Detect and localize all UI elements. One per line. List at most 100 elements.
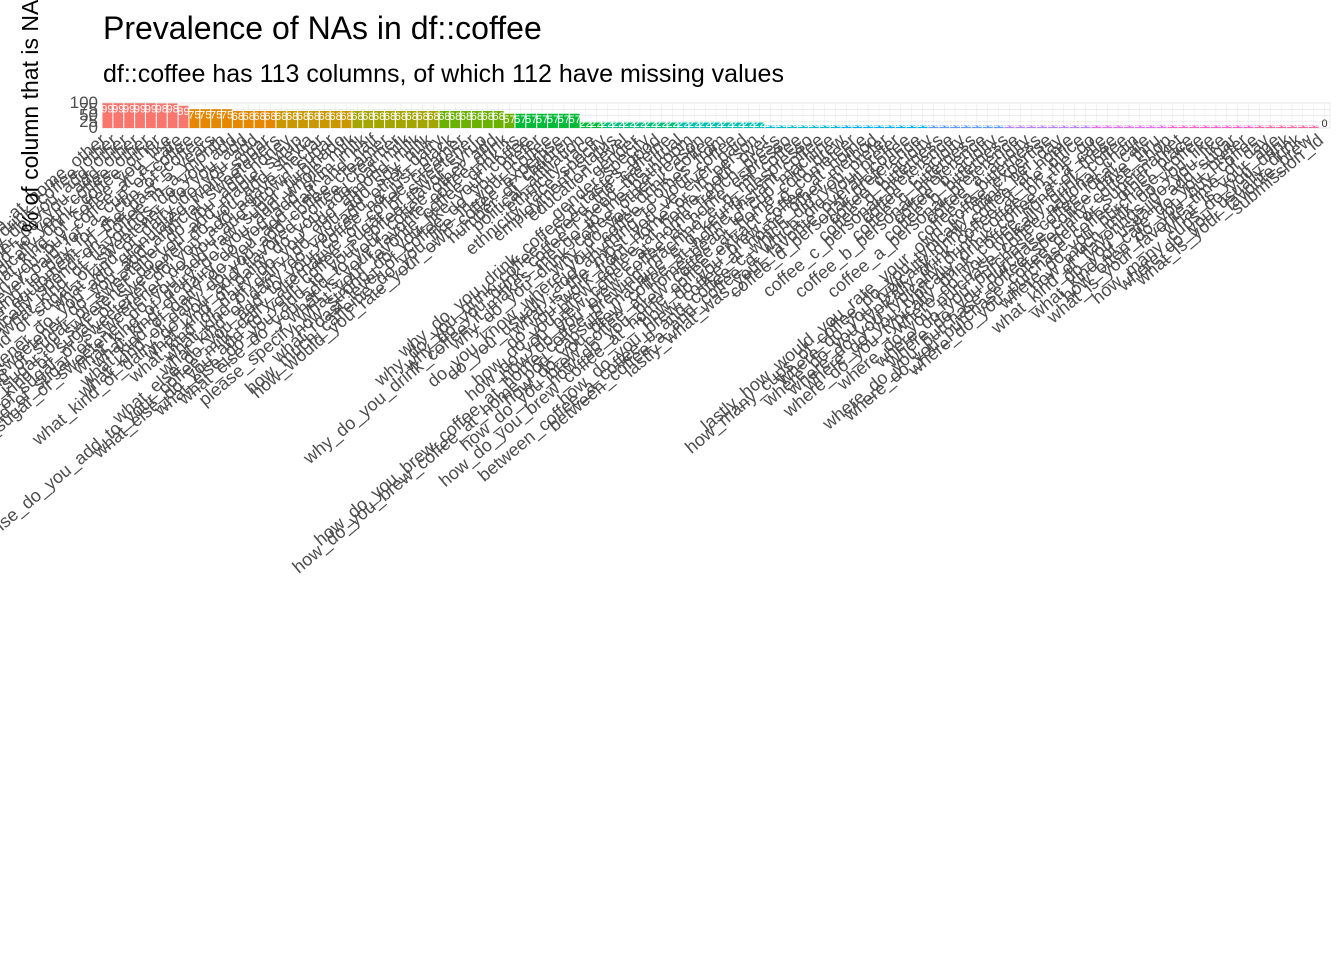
bar-value-label: 57 (558, 114, 570, 126)
bar (678, 122, 689, 128)
bar-value-label: 10 (1068, 118, 1080, 130)
bar-value-label: 68 (253, 111, 265, 123)
bar-value-label: 10 (862, 118, 874, 130)
bar-value-label: 57 (503, 114, 515, 126)
bar (787, 125, 797, 128)
bar-value-label: 75 (188, 109, 200, 121)
bar (830, 125, 841, 128)
bar-value-label: 10 (1101, 118, 1113, 130)
bar-value-label: 22 (721, 118, 733, 130)
bar-labels: 9999999999989889757575756868686868686868… (101, 103, 1327, 130)
bar (993, 125, 1004, 128)
bar (852, 125, 863, 128)
bar (406, 111, 417, 128)
bar-value-label: 22 (601, 118, 613, 130)
bar-value-label: 10 (1210, 118, 1222, 130)
bar (319, 111, 330, 128)
bar-value-label: 68 (493, 111, 505, 123)
bar (917, 125, 928, 128)
y-tick-label: 25 (79, 112, 98, 131)
bar (167, 103, 178, 128)
bar (1232, 125, 1243, 128)
bar-value-label: 68 (330, 111, 342, 123)
bar (1102, 125, 1113, 128)
bar (439, 111, 450, 128)
bar-value-label: 22 (710, 118, 722, 130)
bar-value-label: 22 (699, 118, 711, 130)
bar (461, 111, 471, 128)
bar (330, 111, 341, 128)
bar-value-label: 68 (416, 111, 428, 123)
bar-value-label: 68 (232, 111, 244, 123)
bar (950, 125, 960, 128)
y-tick-label: 50 (79, 106, 98, 125)
bar (1200, 125, 1210, 128)
bar-value-label: 10 (1253, 118, 1265, 130)
bar-value-label: 10 (797, 118, 809, 130)
bar (472, 111, 482, 128)
bar-value-label: 10 (819, 118, 831, 130)
bar-value-label: 68 (406, 111, 418, 123)
bar-value-label: 10 (786, 118, 798, 130)
chart-subtitle: df::coffee has 113 columns, of which 112… (103, 60, 784, 88)
bar (504, 113, 515, 128)
x-axis: how_do_you_brew_coffee_at_home_otherwhy_… (0, 129, 1328, 651)
bar (874, 125, 884, 128)
bar (428, 111, 439, 128)
bar-value-label: 10 (938, 118, 950, 130)
bar-value-label: 99 (112, 103, 124, 115)
bar (1069, 125, 1080, 128)
bar (135, 103, 145, 128)
bar-value-label: 68 (427, 111, 439, 123)
bar (711, 122, 721, 128)
bar-value-label: 10 (1090, 118, 1102, 130)
bar (287, 111, 298, 128)
bar (211, 109, 221, 128)
bar (580, 122, 591, 128)
bar (341, 111, 352, 128)
bar-value-label: 68 (373, 111, 385, 123)
bar (819, 125, 830, 128)
bar (363, 111, 374, 128)
bar-value-label: 68 (351, 111, 363, 123)
bar-value-label: 57 (514, 114, 526, 126)
bar-value-label: 68 (243, 111, 255, 123)
y-tick-label: 0 (89, 118, 98, 137)
bar-value-label: 10 (873, 118, 885, 130)
bar-value-label: 57 (547, 114, 559, 126)
bar (515, 113, 526, 128)
bar-value-label: 22 (677, 118, 689, 130)
bar-value-label: 68 (286, 111, 298, 123)
bar (243, 111, 254, 128)
bar (841, 125, 852, 128)
bar-value-label: 68 (308, 111, 320, 123)
bar-value-label: 10 (1166, 118, 1178, 130)
bar-value-label: 10 (1036, 118, 1048, 130)
bar (700, 122, 711, 128)
bar-value-label: 22 (645, 118, 657, 130)
bar (895, 125, 906, 128)
bar (1265, 125, 1276, 128)
bar (493, 111, 504, 128)
bar-value-label: 22 (656, 118, 668, 130)
bar-value-label: 10 (829, 118, 841, 130)
bar (1047, 125, 1058, 128)
bar-value-label: 68 (319, 111, 331, 123)
bar (1156, 125, 1167, 128)
bar-value-label: 57 (569, 114, 581, 126)
bar-value-label: 75 (221, 109, 233, 121)
bar (884, 125, 895, 128)
bar-value-label: 10 (1025, 118, 1037, 130)
bar (1026, 125, 1037, 128)
bar (1080, 125, 1091, 128)
bar (1134, 125, 1145, 128)
bar-value-label: 10 (1112, 118, 1124, 130)
bar (721, 122, 732, 128)
bar-value-label: 10 (808, 118, 820, 130)
bar (526, 113, 537, 128)
bar (548, 113, 558, 128)
bar-value-label: 10 (764, 118, 776, 130)
bar (1145, 125, 1156, 128)
bar-value-label: 68 (395, 111, 407, 123)
